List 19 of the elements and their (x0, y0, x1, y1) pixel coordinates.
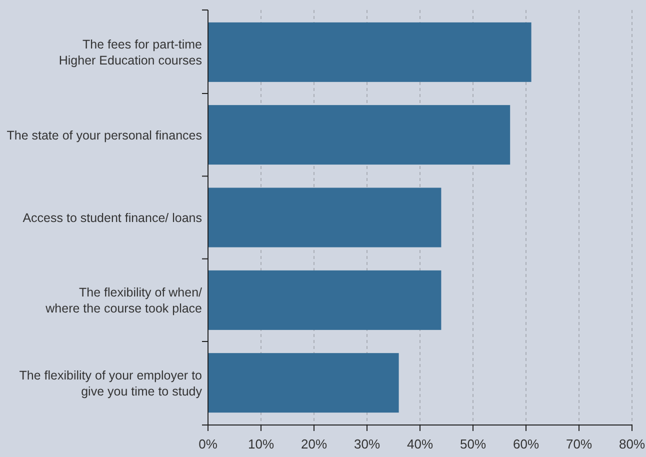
y-tick-label: The state of your personal finances (6, 128, 202, 142)
x-tick-label: 30% (354, 436, 380, 452)
x-tick-label: 70% (566, 436, 592, 452)
bar (208, 22, 532, 82)
x-tick-label: 10% (248, 436, 274, 452)
x-tick-label: 20% (300, 436, 328, 452)
bar (208, 188, 442, 248)
x-tick-label: 60% (512, 436, 540, 452)
y-tick-label: The flexibility of when/ where the course took place (44, 286, 203, 316)
bar (208, 270, 442, 330)
y-tick-label: The flexibility of your employer to give you time to study (19, 368, 203, 398)
bar (208, 353, 399, 413)
bar (208, 105, 510, 165)
x-tick-label: 80% (618, 436, 646, 452)
x-tick-label: 50% (460, 436, 486, 452)
x-tick-label: 40% (406, 436, 434, 452)
y-tick-label: Access to student finance/ loans (22, 211, 202, 225)
y-tick-label: The fees for part-time Higher Education courses (58, 38, 202, 68)
x-tick-label: 0% (198, 436, 218, 452)
